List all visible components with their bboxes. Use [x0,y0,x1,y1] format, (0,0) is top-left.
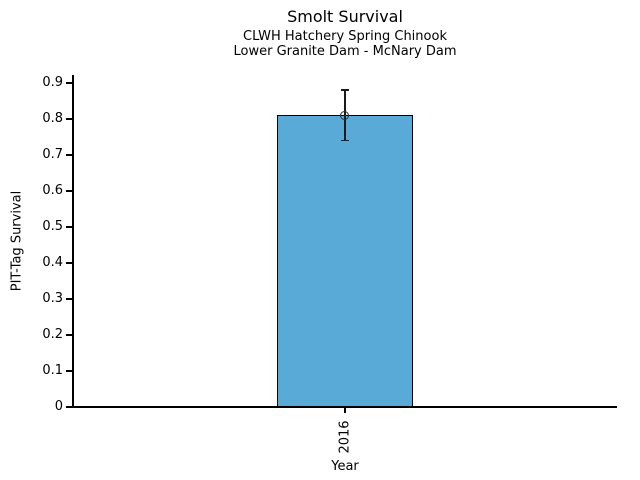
bar-2016 [277,115,413,407]
y-tick [66,154,72,156]
y-tick-label: 0.3 [42,291,63,306]
y-tick-label: 0.8 [42,111,63,126]
y-tick [66,370,72,372]
x-tick-label: 2016 [337,420,353,454]
y-tick-label: 0.4 [42,255,63,270]
error-bar-cap-bottom [341,139,349,142]
left-spine [72,75,74,407]
y-tick [66,298,72,300]
y-tick-label: 0.2 [42,327,63,342]
chart-subtitle-line1: CLWH Hatchery Spring Chinook [243,29,447,44]
y-tick [66,82,72,84]
data-point-marker [340,110,350,120]
error-bar-cap-top [341,89,349,91]
x-axis-label: Year [331,459,359,474]
y-tick-label: 0.7 [42,147,63,162]
y-axis-label: PIT-Tag Survival [9,190,25,292]
y-tick-label: 0.5 [42,219,63,234]
y-tick [66,406,72,408]
y-tick [66,226,72,228]
y-tick-label: 0.9 [42,75,63,90]
y-tick [66,190,72,192]
chart-title: Smolt Survival [287,7,403,26]
y-tick [66,334,72,336]
y-tick-label: 0.6 [42,183,63,198]
chart-subtitle-line2: Lower Granite Dam - McNary Dam [233,44,457,59]
y-tick-label: 0.1 [42,363,63,378]
y-tick [66,118,72,120]
y-tick-label: 0 [54,399,63,414]
y-tick [66,262,72,264]
x-tick [344,407,346,413]
